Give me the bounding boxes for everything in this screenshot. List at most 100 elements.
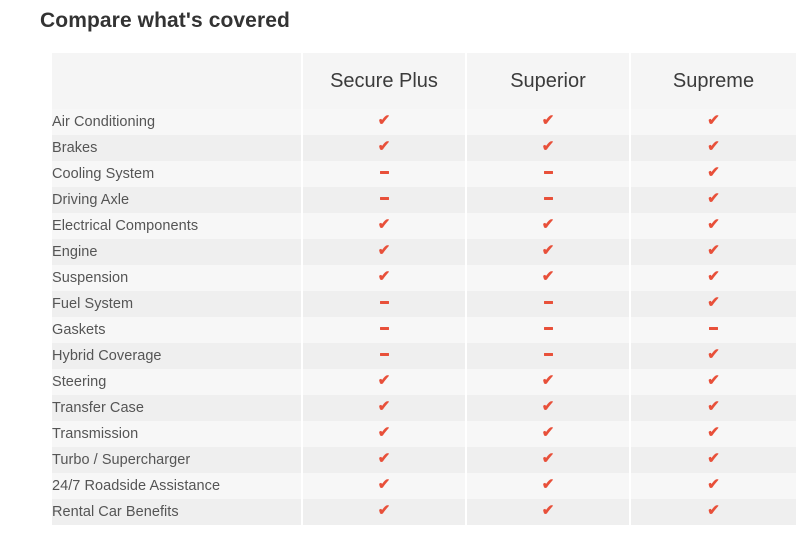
coverage-cell-superior: ✔ [466, 473, 631, 499]
table-body: Air Conditioning ✔ ✔ ✔ Brakes ✔ ✔ ✔ Cooling Syst… [52, 109, 796, 525]
dash-icon [379, 327, 389, 331]
coverage-cell-supreme: ✔ [630, 499, 796, 525]
coverage-cell-supreme: ✔ [630, 421, 796, 447]
coverage-cell-secure-plus [302, 291, 467, 317]
check-icon: ✔ [377, 476, 391, 494]
dash-icon [543, 171, 553, 175]
coverage-cell-superior: ✔ [466, 499, 631, 525]
table-row: Electrical Components ✔ ✔ ✔ [52, 213, 796, 239]
table-row: Hybrid Coverage ✔ [52, 343, 796, 369]
check-icon: ✔ [377, 216, 391, 234]
check-icon: ✔ [541, 476, 555, 494]
check-icon: ✔ [707, 164, 720, 182]
coverage-cell-supreme: ✔ [630, 109, 796, 135]
column-header-supreme: Supreme [630, 53, 796, 109]
table-row: Suspension ✔ ✔ ✔ [52, 265, 796, 291]
comparison-table-container: Secure Plus Superior Supreme Air Conditi… [52, 53, 796, 525]
check-icon: ✔ [377, 268, 391, 286]
check-icon: ✔ [541, 112, 555, 130]
coverage-cell-supreme [630, 317, 796, 343]
coverage-cell-secure-plus: ✔ [302, 499, 467, 525]
coverage-cell-secure-plus: ✔ [302, 421, 467, 447]
table-row: Fuel System ✔ [52, 291, 796, 317]
feature-label: Steering [52, 369, 303, 395]
table-header-row: Secure Plus Superior Supreme [52, 53, 796, 109]
coverage-cell-superior [466, 187, 631, 213]
dash-icon [379, 301, 389, 305]
check-icon: ✔ [541, 242, 555, 260]
coverage-cell-superior [466, 291, 631, 317]
coverage-cell-secure-plus: ✔ [302, 369, 467, 395]
check-icon: ✔ [541, 450, 555, 468]
dash-icon [543, 197, 553, 201]
check-icon: ✔ [707, 268, 720, 286]
coverage-cell-supreme: ✔ [630, 187, 796, 213]
check-icon: ✔ [707, 476, 720, 494]
dash-icon [709, 327, 718, 331]
coverage-cell-supreme: ✔ [630, 213, 796, 239]
coverage-cell-secure-plus: ✔ [302, 239, 467, 265]
table-row: Transfer Case ✔ ✔ ✔ [52, 395, 796, 421]
check-icon: ✔ [707, 502, 720, 520]
feature-label: Engine [52, 239, 303, 265]
coverage-cell-secure-plus: ✔ [302, 447, 467, 473]
check-icon: ✔ [541, 268, 555, 286]
check-icon: ✔ [377, 424, 391, 442]
feature-label: Fuel System [52, 291, 303, 317]
coverage-cell-secure-plus [302, 343, 467, 369]
coverage-cell-secure-plus [302, 161, 467, 187]
table-header: Secure Plus Superior Supreme [52, 53, 796, 109]
check-icon: ✔ [707, 190, 720, 208]
table-row: Steering ✔ ✔ ✔ [52, 369, 796, 395]
check-icon: ✔ [377, 450, 391, 468]
feature-label: Cooling System [52, 161, 303, 187]
check-icon: ✔ [541, 398, 555, 416]
feature-label: Driving Axle [52, 187, 303, 213]
feature-label: Turbo / Supercharger [52, 447, 303, 473]
coverage-cell-supreme: ✔ [630, 135, 796, 161]
feature-label: 24/7 Roadside Assistance [52, 473, 303, 499]
dash-icon [543, 353, 553, 357]
table-row: Transmission ✔ ✔ ✔ [52, 421, 796, 447]
coverage-cell-superior: ✔ [466, 239, 631, 265]
coverage-cell-secure-plus: ✔ [302, 265, 467, 291]
check-icon: ✔ [541, 138, 555, 156]
coverage-cell-supreme: ✔ [630, 161, 796, 187]
feature-label: Brakes [52, 135, 303, 161]
plan-name-supreme: Supreme [672, 70, 755, 92]
table-row: Gaskets [52, 317, 796, 343]
coverage-cell-secure-plus: ✔ [302, 395, 467, 421]
plan-name-superior: Superior [510, 70, 586, 92]
coverage-cell-supreme: ✔ [630, 239, 796, 265]
check-icon: ✔ [707, 372, 720, 390]
table-row: Engine ✔ ✔ ✔ [52, 239, 796, 265]
table-row: Rental Car Benefits ✔ ✔ ✔ [52, 499, 796, 525]
coverage-cell-secure-plus [302, 187, 467, 213]
feature-label: Air Conditioning [52, 109, 303, 135]
check-icon: ✔ [541, 502, 555, 520]
check-icon: ✔ [541, 424, 555, 442]
table-row: Air Conditioning ✔ ✔ ✔ [52, 109, 796, 135]
coverage-cell-supreme: ✔ [630, 369, 796, 395]
check-icon: ✔ [541, 216, 555, 234]
check-icon: ✔ [377, 398, 391, 416]
table-row: 24/7 Roadside Assistance ✔ ✔ ✔ [52, 473, 796, 499]
feature-label: Electrical Components [52, 213, 303, 239]
coverage-cell-superior: ✔ [466, 369, 631, 395]
column-header-secure-plus: Secure Plus [302, 53, 467, 109]
coverage-cell-superior: ✔ [466, 265, 631, 291]
check-icon: ✔ [707, 112, 720, 130]
coverage-cell-superior: ✔ [466, 213, 631, 239]
check-icon: ✔ [707, 242, 720, 260]
check-icon: ✔ [377, 372, 391, 390]
coverage-cell-superior [466, 343, 631, 369]
dash-icon [543, 327, 553, 331]
dash-icon [543, 301, 553, 305]
coverage-cell-supreme: ✔ [630, 447, 796, 473]
check-icon: ✔ [707, 138, 720, 156]
feature-label: Transfer Case [52, 395, 303, 421]
column-header-superior: Superior [466, 53, 631, 109]
coverage-cell-superior: ✔ [466, 447, 631, 473]
coverage-cell-superior [466, 161, 631, 187]
